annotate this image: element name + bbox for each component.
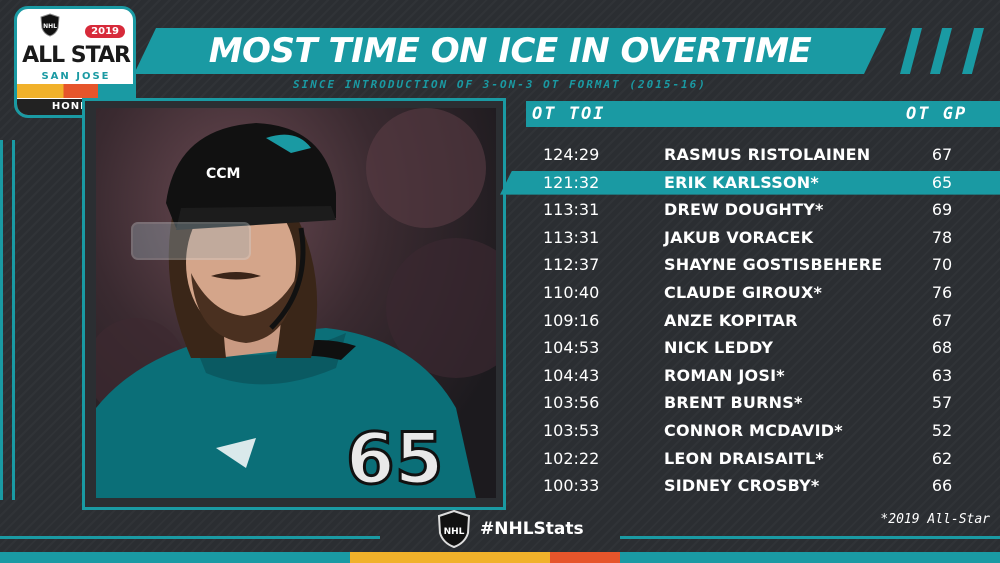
player-name-cell: JAKUB VORACEK <box>664 227 814 247</box>
nhl-shield-icon: NHL <box>40 13 60 37</box>
svg-text:65: 65 <box>346 418 443 498</box>
accent-line-bottom-right <box>620 536 1000 539</box>
player-photo: 65 CCM <box>96 108 496 498</box>
player-name-cell: DREW DOUGHTY* <box>664 200 824 220</box>
player-name-cell: RASMUS RISTOLAINEN <box>664 145 871 164</box>
table-row: 124:29 RASMUS RISTOLAINEN 67 <box>500 141 1000 169</box>
svg-text:NHL: NHL <box>444 527 465 537</box>
svg-text:NHL: NHL <box>43 23 57 30</box>
toi-cell: 110:40 <box>543 282 600 302</box>
accent-line-left <box>0 140 3 500</box>
toi-cell: 112:37 <box>543 255 600 275</box>
toi-cell: 102:22 <box>543 448 600 468</box>
bridge-graphic <box>17 84 133 98</box>
gp-cell: 67 <box>931 145 953 164</box>
gp-cell: 67 <box>931 310 953 330</box>
toi-cell: 100:33 <box>543 476 600 496</box>
table-row: 110:40 CLAUDE GIROUX* 76 <box>500 279 1000 307</box>
table-row: 113:31 DREW DOUGHTY* 69 <box>500 196 1000 224</box>
gp-cell: 57 <box>931 393 953 413</box>
table-row: 100:33 SIDNEY CROSBY* 66 <box>500 472 1000 500</box>
nhl-shield-icon: NHL <box>437 510 471 548</box>
accent-line-left-2 <box>12 140 15 500</box>
player-name-cell: NICK LEDDY <box>664 338 774 358</box>
toi-cell: 113:31 <box>543 227 600 247</box>
player-illustration: 65 CCM <box>96 108 496 498</box>
gp-cell: 62 <box>931 448 953 468</box>
all-star-logo: NHL 2019 ALL STAR SAN JOSE HONDA <box>14 6 136 118</box>
title-banner <box>134 28 886 74</box>
gp-cell: 76 <box>931 282 953 302</box>
page-subtitle: SINCE INTRODUCTION OF 3-ON-3 OT FORMAT (… <box>293 78 707 91</box>
player-name-cell: SHAYNE GOSTISBEHERE <box>664 255 883 275</box>
table-row: 112:37 SHAYNE GOSTISBEHERE 70 <box>500 251 1000 279</box>
player-name-cell: CONNOR MCDAVID* <box>664 420 843 440</box>
hashtag: #NHLStats <box>480 519 584 539</box>
column-header-toi: OT TOI <box>532 104 606 124</box>
page-title: MOST TIME ON ICE IN OVERTIME <box>208 31 812 71</box>
toi-cell: 103:56 <box>543 393 600 413</box>
gp-cell: 69 <box>931 200 953 220</box>
gp-cell: 52 <box>931 420 953 440</box>
table-row: 103:53 CONNOR MCDAVID* 52 <box>500 417 1000 445</box>
gp-cell: 63 <box>931 365 953 385</box>
toi-cell: 121:32 <box>543 172 600 192</box>
toi-cell: 104:53 <box>543 338 600 358</box>
player-name-cell: ERIK KARLSSON* <box>664 172 819 192</box>
toi-cell: 104:43 <box>543 365 600 385</box>
player-name-cell: BRENT BURNS* <box>664 393 803 413</box>
table-row: 109:16 ANZE KOPITAR 67 <box>500 307 1000 335</box>
table-row: 102:22 LEON DRAISAITL* 62 <box>500 445 1000 473</box>
gp-cell: 70 <box>931 255 953 275</box>
toi-cell: 103:53 <box>543 420 600 440</box>
gp-cell: 66 <box>931 476 953 496</box>
player-name-cell: ROMAN JOSI* <box>664 365 785 385</box>
player-name-cell: ANZE KOPITAR <box>664 310 798 330</box>
toi-cell: 124:29 <box>543 145 600 164</box>
accent-line-bottom <box>0 536 380 539</box>
event-city: SAN JOSE <box>41 71 111 82</box>
player-name-cell: SIDNEY CROSBY* <box>664 476 820 496</box>
toi-cell: 109:16 <box>543 310 600 330</box>
footnote: *2019 All-Star <box>880 512 990 527</box>
gp-cell: 68 <box>931 338 953 358</box>
stats-table: 124:29 RASMUS RISTOLAINEN 67 121:32 ERIK… <box>500 141 1000 500</box>
table-row: 113:31 JAKUB VORACEK 78 <box>500 224 1000 252</box>
svg-text:CCM: CCM <box>206 166 240 182</box>
table-row-highlighted: 121:32 ERIK KARLSSON* 65 <box>500 169 1000 197</box>
bottom-color-strip <box>0 552 1000 563</box>
column-header-gp: OT GP <box>906 104 968 124</box>
gp-cell: 78 <box>931 227 953 247</box>
table-row: 104:43 ROMAN JOSI* 63 <box>500 362 1000 390</box>
player-name-cell: CLAUDE GIROUX* <box>664 282 823 302</box>
table-row: 104:53 NICK LEDDY 68 <box>500 334 1000 362</box>
table-row: 103:56 BRENT BURNS* 57 <box>500 389 1000 417</box>
event-name: ALL STAR <box>22 43 131 68</box>
event-year-badge: 2019 <box>85 25 125 38</box>
player-name-cell: LEON DRAISAITL* <box>664 448 824 468</box>
toi-cell: 113:31 <box>543 200 600 220</box>
gp-cell: 65 <box>931 172 953 192</box>
table-header-bar <box>526 101 1000 127</box>
